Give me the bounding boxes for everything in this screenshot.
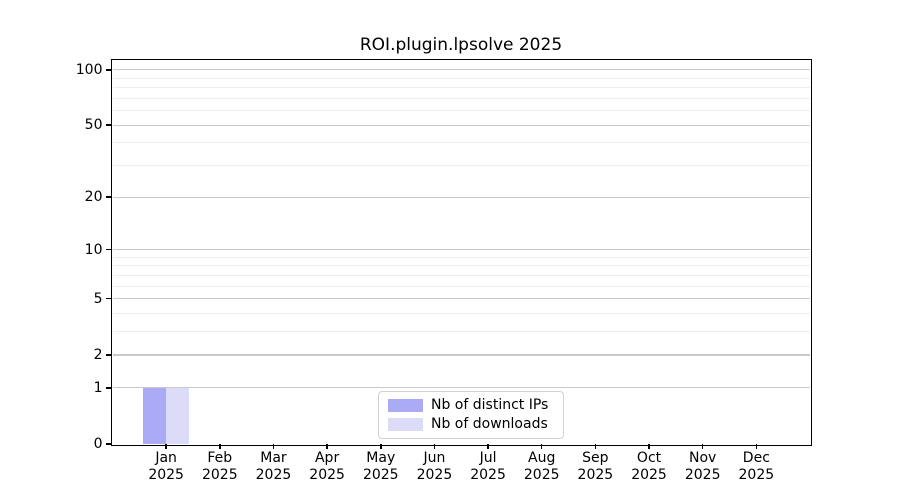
y-tick-mark bbox=[106, 443, 111, 445]
minor-gridline bbox=[112, 77, 810, 79]
y-tick-label: 5 bbox=[93, 290, 103, 307]
y-tick-label: 2 bbox=[93, 346, 103, 363]
legend-entry: Nb of downloads bbox=[388, 417, 554, 432]
legend-label: Nb of downloads bbox=[431, 416, 548, 432]
major-gridline bbox=[112, 69, 810, 71]
plot-area-border bbox=[111, 58, 812, 446]
minor-gridline bbox=[112, 256, 810, 258]
minor-gridline bbox=[112, 285, 810, 287]
x-tick-mark bbox=[540, 444, 543, 449]
minor-gridline bbox=[112, 313, 810, 314]
x-tick-mark bbox=[380, 444, 382, 449]
legend: Nb of distinct IPs Nb of downloads bbox=[378, 391, 564, 439]
y-tick-label: 50 bbox=[84, 117, 103, 134]
minor-gridline bbox=[112, 265, 810, 267]
y-tick-label: 1 bbox=[93, 379, 103, 396]
x-tick-mark bbox=[648, 444, 650, 449]
x-tick-mark bbox=[272, 444, 275, 449]
x-tick-label: Oct 2025 bbox=[631, 450, 667, 483]
legend-swatch bbox=[388, 418, 423, 431]
x-tick-mark bbox=[433, 444, 436, 449]
y-tick-label: 0 bbox=[93, 436, 103, 452]
y-tick-label: 10 bbox=[84, 241, 103, 258]
minor-gridline bbox=[112, 165, 810, 167]
minor-gridline bbox=[112, 87, 810, 89]
x-tick-label: Feb 2025 bbox=[201, 450, 238, 483]
x-tick-label: Mar 2025 bbox=[255, 450, 292, 483]
x-tick-label: Aug 2025 bbox=[523, 450, 560, 483]
x-tick-label: Jun 2025 bbox=[416, 450, 453, 483]
major-gridline bbox=[112, 387, 810, 389]
x-tick-mark bbox=[165, 444, 167, 449]
legend-swatch bbox=[388, 399, 423, 412]
y-tick-mark bbox=[106, 297, 111, 300]
y-tick-mark bbox=[106, 248, 111, 251]
x-tick-label: Jul 2025 bbox=[470, 450, 506, 483]
y-tick-mark bbox=[106, 354, 111, 356]
x-tick-label: May 2025 bbox=[362, 450, 399, 483]
x-tick-mark bbox=[487, 444, 489, 449]
major-gridline bbox=[112, 248, 810, 251]
y-tick-label: 100 bbox=[75, 61, 103, 78]
x-tick-label: Jan 2025 bbox=[148, 450, 184, 483]
minor-gridline bbox=[112, 97, 810, 99]
x-tick-mark bbox=[219, 444, 221, 449]
x-tick-label: Apr 2025 bbox=[309, 450, 345, 483]
minor-gridline bbox=[112, 331, 810, 333]
y-tick-mark bbox=[106, 196, 111, 198]
legend-label: Nb of distinct IPs bbox=[431, 397, 549, 413]
chart-title: ROI.plugin.lpsolve 2025 bbox=[359, 35, 563, 55]
x-tick-mark bbox=[755, 444, 758, 449]
x-tick-label: Dec 2025 bbox=[738, 450, 775, 483]
x-tick-mark bbox=[701, 444, 704, 449]
major-gridline bbox=[112, 196, 810, 198]
bar-nb-of-downloads bbox=[166, 387, 190, 444]
x-tick-label: Nov 2025 bbox=[684, 450, 721, 483]
x-tick-mark bbox=[326, 444, 328, 449]
legend-entry: Nb of distinct IPs bbox=[388, 398, 554, 413]
x-tick-label: Sep 2025 bbox=[577, 450, 614, 483]
y-tick-mark bbox=[106, 69, 111, 71]
minor-gridline bbox=[112, 110, 810, 112]
x-tick-mark bbox=[594, 444, 597, 449]
y-tick-mark bbox=[106, 124, 111, 126]
major-gridline bbox=[112, 298, 810, 300]
minor-gridline bbox=[112, 142, 810, 144]
y-tick-label: 20 bbox=[84, 189, 103, 206]
major-gridline bbox=[112, 354, 810, 356]
minor-gridline bbox=[112, 274, 810, 276]
y-tick-mark bbox=[106, 387, 111, 389]
major-gridline bbox=[112, 124, 810, 126]
bar-nb-of-distinct-ips bbox=[143, 387, 167, 444]
